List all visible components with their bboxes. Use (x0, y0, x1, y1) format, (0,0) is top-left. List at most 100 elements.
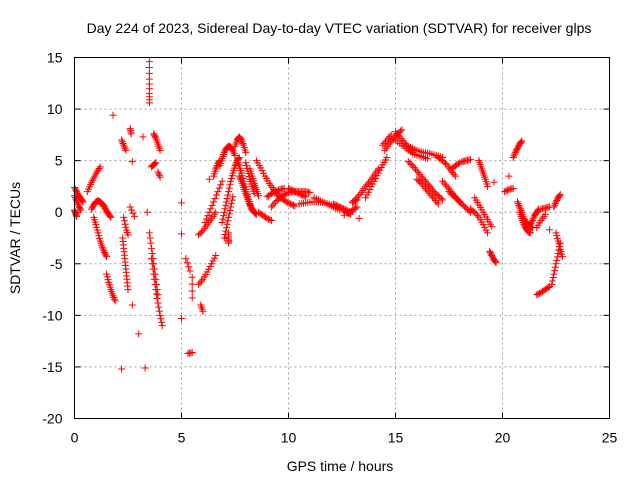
data-point (551, 201, 559, 209)
data-point (515, 201, 523, 209)
data-point (98, 243, 106, 251)
data-point (421, 184, 429, 192)
data-point (548, 280, 556, 288)
data-point (484, 182, 492, 190)
data-point (340, 211, 348, 219)
data-point (124, 231, 132, 239)
series-arc93 (550, 191, 564, 211)
series-arc07 (103, 270, 119, 305)
plot-frame (74, 57, 610, 419)
data-point (472, 210, 480, 218)
data-point (352, 204, 360, 212)
data-point (127, 130, 135, 138)
data-points (71, 58, 566, 373)
chart-title: Day 224 of 2023, Sidereal Day-to-day VTE… (87, 20, 592, 36)
data-point (380, 139, 388, 147)
series-arc61 (355, 214, 363, 222)
data-point (517, 138, 525, 146)
data-point (196, 279, 204, 287)
data-point (128, 206, 136, 214)
data-point (227, 200, 235, 208)
data-point (419, 181, 427, 189)
data-point (155, 307, 163, 315)
data-point (157, 315, 165, 323)
data-point (409, 162, 417, 170)
data-point (120, 143, 128, 151)
data-point (262, 213, 270, 221)
data-point (534, 290, 542, 298)
data-point (245, 199, 253, 207)
data-point (285, 199, 293, 207)
data-point (215, 184, 223, 192)
data-point (226, 181, 234, 189)
data-point (148, 255, 156, 263)
data-point (210, 198, 218, 206)
series-arc86 (526, 205, 543, 229)
data-point (552, 260, 560, 268)
series-arc28 (178, 230, 185, 238)
y-tick-label: 15 (47, 50, 63, 66)
data-point (285, 184, 292, 192)
data-point (102, 251, 110, 259)
data-point (103, 253, 111, 261)
y-tick-label: 0 (55, 204, 63, 220)
data-point (214, 188, 222, 196)
data-point (228, 196, 236, 204)
data-point (71, 193, 79, 201)
data-point (152, 159, 160, 167)
data-point (282, 198, 290, 206)
data-point (153, 290, 161, 298)
data-point (129, 209, 137, 217)
data-point (130, 212, 138, 220)
data-point (386, 133, 394, 141)
data-point (223, 220, 231, 228)
series-arc05 (88, 197, 115, 221)
data-point (383, 154, 391, 162)
data-point (120, 213, 128, 221)
y-tick-label: -10 (42, 307, 62, 323)
data-point (150, 275, 158, 283)
series-arc85 (516, 208, 534, 237)
data-point (121, 220, 129, 228)
data-point (394, 131, 402, 139)
data-point (222, 198, 230, 206)
data-point (188, 280, 196, 288)
data-point (151, 159, 159, 167)
data-point (221, 205, 229, 213)
data-point (387, 138, 395, 146)
data-point (441, 181, 449, 189)
data-point (280, 191, 288, 199)
data-point (211, 194, 219, 202)
data-point (364, 179, 372, 187)
data-point (208, 201, 216, 209)
data-point (156, 173, 164, 181)
series-arc63 (362, 154, 391, 202)
data-point (153, 295, 161, 303)
series-arc33 (195, 252, 220, 288)
series-arc83 (509, 137, 526, 162)
data-point (549, 274, 557, 282)
data-point (441, 159, 449, 167)
data-point (155, 170, 163, 178)
data-point (332, 201, 340, 209)
data-point (282, 190, 290, 198)
data-point (145, 69, 153, 77)
series-arc06 (90, 213, 111, 261)
data-point (267, 190, 275, 198)
data-point (220, 234, 228, 242)
data-point (399, 136, 407, 144)
data-point (154, 168, 162, 176)
series-arc43 (231, 133, 250, 156)
data-point (491, 258, 499, 266)
data-point (387, 131, 395, 139)
data-point (118, 365, 126, 373)
data-point (188, 273, 196, 281)
series-arc17 (135, 330, 143, 338)
data-point (352, 195, 360, 203)
data-point (407, 160, 415, 168)
data-point (111, 297, 119, 305)
data-point (224, 217, 232, 225)
data-point (424, 188, 432, 196)
data-point (218, 219, 226, 227)
data-point (297, 191, 305, 199)
